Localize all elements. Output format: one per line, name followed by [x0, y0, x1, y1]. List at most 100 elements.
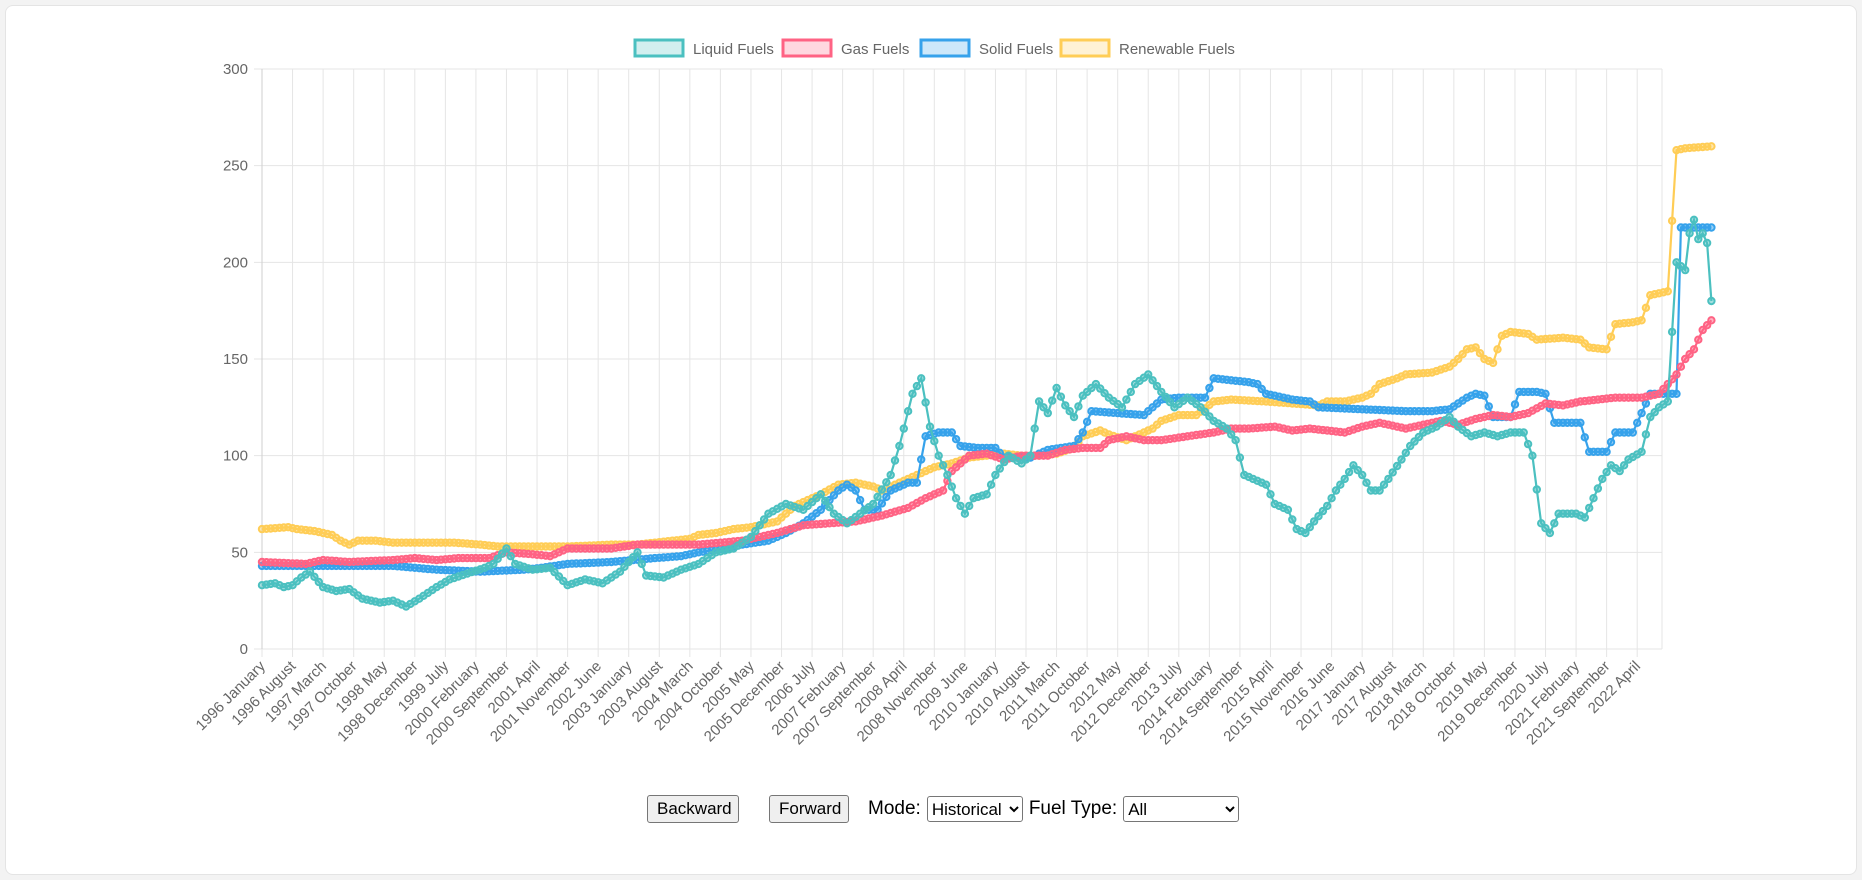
liquid-fuels-point[interactable]	[995, 464, 1004, 473]
renewable-fuels-point[interactable]	[1493, 345, 1502, 354]
renewable-fuels-point[interactable]	[1366, 389, 1376, 398]
liquid-fuels-point[interactable]	[751, 526, 760, 536]
liquid-fuels-point[interactable]	[1523, 439, 1533, 449]
liquid-fuels-point[interactable]	[1165, 398, 1175, 407]
liquid-fuels-point[interactable]	[921, 398, 930, 407]
renewable-fuels-point[interactable]	[1371, 384, 1380, 394]
liquid-fuels-point[interactable]	[1585, 503, 1594, 513]
liquid-fuels-point[interactable]	[1026, 451, 1035, 460]
liquid-fuels-point[interactable]	[1074, 402, 1083, 411]
solid-fuels-point[interactable]	[816, 505, 825, 514]
mode-select[interactable]: Historical	[926, 796, 1023, 822]
liquid-fuels-point[interactable]	[1663, 397, 1673, 406]
liquid-fuels-point[interactable]	[759, 515, 769, 524]
liquid-fuels-point[interactable]	[1641, 430, 1651, 439]
gas-fuels-point[interactable]	[1685, 350, 1694, 359]
liquid-fuels-point[interactable]	[1593, 484, 1603, 493]
liquid-fuels-point[interactable]	[1065, 407, 1074, 416]
liquid-fuels-point[interactable]	[873, 492, 882, 501]
liquid-fuels-point[interactable]	[986, 480, 996, 489]
liquid-fuels-point[interactable]	[506, 552, 515, 561]
liquid-fuels-point[interactable]	[746, 532, 756, 542]
solid-fuels-point[interactable]	[1200, 393, 1210, 402]
solid-fuels-point[interactable]	[1484, 402, 1494, 411]
liquid-fuels-point[interactable]	[1261, 480, 1271, 489]
liquid-fuels-point[interactable]	[1650, 408, 1659, 417]
gas-fuels-point[interactable]	[1672, 370, 1681, 379]
liquid-fuels-point[interactable]	[895, 441, 904, 451]
liquid-fuels-point[interactable]	[1401, 448, 1411, 457]
legend-item-liquid-fuels[interactable]: Liquid Fuels	[633, 38, 774, 58]
liquid-fuels-point[interactable]	[1615, 466, 1624, 476]
liquid-fuels-point[interactable]	[1397, 455, 1406, 464]
solid-fuels-point[interactable]	[1257, 384, 1266, 394]
liquid-fuels-point[interactable]	[877, 485, 887, 494]
legend-item-renewable-fuels[interactable]: Renewable Fuels	[1059, 38, 1235, 58]
renewable-fuels-point[interactable]	[1707, 142, 1716, 151]
liquid-fuels-point[interactable]	[1384, 474, 1393, 484]
gas-fuels-point[interactable]	[1702, 321, 1712, 330]
solid-fuels-point[interactable]	[991, 443, 1000, 453]
solid-fuels-point[interactable]	[1633, 418, 1642, 427]
liquid-fuels-point[interactable]	[1589, 494, 1598, 503]
liquid-fuels-point[interactable]	[310, 572, 319, 581]
renewable-fuels-point[interactable]	[1471, 343, 1480, 352]
liquid-fuels-point[interactable]	[1598, 474, 1607, 484]
liquid-fuels-point[interactable]	[890, 456, 900, 465]
renewable-fuels-point[interactable]	[1641, 303, 1651, 312]
liquid-fuels-point[interactable]	[1126, 387, 1136, 397]
solid-fuels-point[interactable]	[1602, 447, 1611, 456]
liquid-fuels-point[interactable]	[825, 503, 834, 512]
liquid-fuels-point[interactable]	[1266, 490, 1275, 499]
solid-fuels-point[interactable]	[1606, 437, 1616, 447]
liquid-fuels-point[interactable]	[1602, 467, 1611, 477]
liquid-fuels-point[interactable]	[821, 496, 830, 505]
solid-fuels-point[interactable]	[1637, 408, 1646, 418]
liquid-fuels-point[interactable]	[934, 451, 943, 460]
gas-fuels-point[interactable]	[1681, 354, 1690, 364]
solid-fuels-point[interactable]	[877, 499, 887, 508]
solid-fuels-point[interactable]	[1541, 389, 1550, 398]
liquid-fuels-point[interactable]	[1545, 528, 1555, 538]
solid-fuels-point[interactable]	[1580, 433, 1590, 442]
liquid-fuels-point[interactable]	[1283, 505, 1293, 514]
renewable-fuels-point[interactable]	[1606, 332, 1616, 341]
liquid-fuels-point[interactable]	[982, 490, 991, 499]
liquid-fuels-point[interactable]	[1580, 513, 1590, 522]
liquid-fuels-point[interactable]	[951, 494, 961, 503]
liquid-fuels-point[interactable]	[1117, 403, 1127, 412]
liquid-fuels-point[interactable]	[930, 437, 939, 446]
liquid-fuels-point[interactable]	[960, 509, 970, 518]
forward-button[interactable]: Forward	[769, 795, 849, 823]
liquid-fuels-point[interactable]	[908, 389, 917, 398]
gas-fuels-point[interactable]	[1676, 362, 1686, 371]
backward-button[interactable]: Backward	[647, 795, 739, 823]
liquid-fuels-point[interactable]	[1227, 430, 1236, 439]
liquid-fuels-point[interactable]	[1532, 485, 1542, 494]
liquid-fuels-point[interactable]	[1667, 327, 1677, 337]
fuel-type-select[interactable]: All	[1123, 796, 1240, 822]
liquid-fuels-point[interactable]	[305, 567, 315, 576]
liquid-fuels-point[interactable]	[755, 521, 764, 530]
liquid-fuels-point[interactable]	[1698, 229, 1707, 238]
solid-fuels-point[interactable]	[951, 435, 961, 444]
liquid-fuels-point[interactable]	[633, 548, 642, 557]
liquid-fuels-point[interactable]	[1379, 480, 1389, 489]
solid-fuels-point[interactable]	[882, 492, 891, 502]
liquid-fuels-point[interactable]	[903, 407, 913, 416]
liquid-fuels-point[interactable]	[1323, 501, 1332, 511]
liquid-fuels-point[interactable]	[925, 422, 935, 431]
renewable-fuels-point[interactable]	[1637, 316, 1646, 325]
liquid-fuels-point[interactable]	[1353, 466, 1363, 475]
renewable-fuels-point[interactable]	[1663, 287, 1673, 296]
liquid-fuels-point[interactable]	[1340, 474, 1349, 484]
liquid-fuels-point[interactable]	[1288, 515, 1297, 524]
solid-fuels-point[interactable]	[912, 478, 922, 487]
liquid-fuels-point[interactable]	[1344, 467, 1354, 477]
liquid-fuels-point[interactable]	[1707, 296, 1716, 306]
liquid-fuels-point[interactable]	[1646, 412, 1655, 422]
liquid-fuels-point[interactable]	[1048, 396, 1057, 405]
solid-fuels-point[interactable]	[1672, 389, 1681, 398]
liquid-fuels-point[interactable]	[991, 470, 1000, 480]
solid-fuels-point[interactable]	[1480, 391, 1489, 400]
